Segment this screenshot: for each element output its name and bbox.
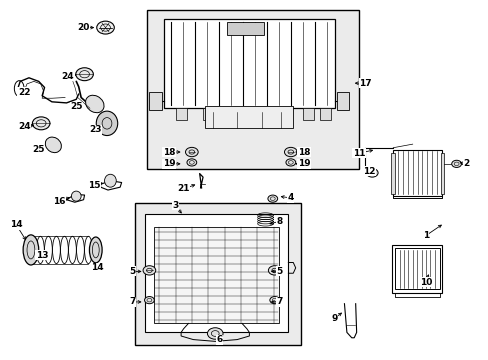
Circle shape: [269, 297, 279, 304]
Text: 24: 24: [61, 72, 74, 81]
Text: 3: 3: [172, 201, 178, 210]
Circle shape: [144, 297, 154, 304]
Text: 16: 16: [53, 197, 65, 206]
Bar: [394, 248, 439, 289]
Ellipse shape: [89, 237, 102, 263]
Circle shape: [267, 195, 277, 202]
Circle shape: [143, 266, 156, 275]
Circle shape: [268, 266, 281, 275]
Text: 12: 12: [362, 167, 374, 176]
Text: 19: 19: [163, 159, 175, 168]
Text: 10: 10: [419, 278, 431, 287]
Ellipse shape: [85, 95, 104, 113]
Circle shape: [285, 159, 295, 166]
Text: 9: 9: [331, 314, 337, 323]
Bar: [390, 153, 394, 194]
Text: 14: 14: [10, 220, 22, 229]
Ellipse shape: [45, 137, 61, 153]
Text: 24: 24: [18, 122, 30, 131]
Text: 1: 1: [422, 231, 428, 240]
Bar: [440, 153, 444, 194]
Text: 5: 5: [129, 267, 135, 276]
Circle shape: [366, 168, 377, 177]
Circle shape: [284, 147, 297, 157]
Circle shape: [207, 328, 223, 339]
Text: 11: 11: [352, 149, 365, 158]
Bar: [320, 108, 330, 120]
Text: 17: 17: [358, 79, 371, 88]
Text: 7: 7: [129, 297, 135, 306]
Bar: [176, 108, 186, 120]
Bar: [149, 92, 161, 110]
Text: 20: 20: [77, 23, 90, 32]
Circle shape: [186, 159, 196, 166]
Circle shape: [76, 68, 93, 81]
Bar: [205, 107, 293, 128]
Text: 4: 4: [287, 193, 293, 202]
Bar: [154, 226, 278, 323]
Text: 22: 22: [18, 87, 30, 96]
Circle shape: [97, 21, 114, 34]
Text: 19: 19: [297, 159, 310, 168]
Bar: [135, 203, 300, 345]
Text: 2: 2: [462, 159, 468, 168]
Text: 14: 14: [91, 264, 103, 273]
Text: 8: 8: [276, 217, 282, 226]
Text: 25: 25: [70, 102, 82, 111]
Text: 23: 23: [89, 125, 102, 134]
Bar: [392, 149, 441, 196]
Ellipse shape: [71, 191, 81, 201]
Bar: [163, 19, 334, 108]
Bar: [276, 108, 286, 120]
Text: 18: 18: [297, 148, 309, 157]
Bar: [336, 92, 348, 110]
Bar: [227, 22, 264, 35]
Text: 6: 6: [216, 335, 222, 344]
Circle shape: [451, 160, 461, 167]
Text: 21: 21: [177, 184, 189, 193]
Ellipse shape: [104, 174, 116, 187]
Bar: [391, 244, 441, 293]
Text: 25: 25: [32, 145, 45, 154]
Bar: [144, 214, 288, 332]
Bar: [244, 108, 255, 120]
Text: 18: 18: [163, 148, 175, 157]
Ellipse shape: [96, 111, 118, 135]
Circle shape: [185, 147, 198, 157]
Bar: [147, 10, 358, 169]
Text: 5: 5: [276, 267, 282, 276]
Ellipse shape: [23, 235, 39, 265]
Circle shape: [32, 117, 50, 130]
Bar: [303, 108, 313, 120]
Bar: [203, 108, 213, 120]
Text: 13: 13: [36, 251, 48, 260]
Text: 15: 15: [88, 181, 101, 190]
Text: 7: 7: [276, 297, 282, 306]
